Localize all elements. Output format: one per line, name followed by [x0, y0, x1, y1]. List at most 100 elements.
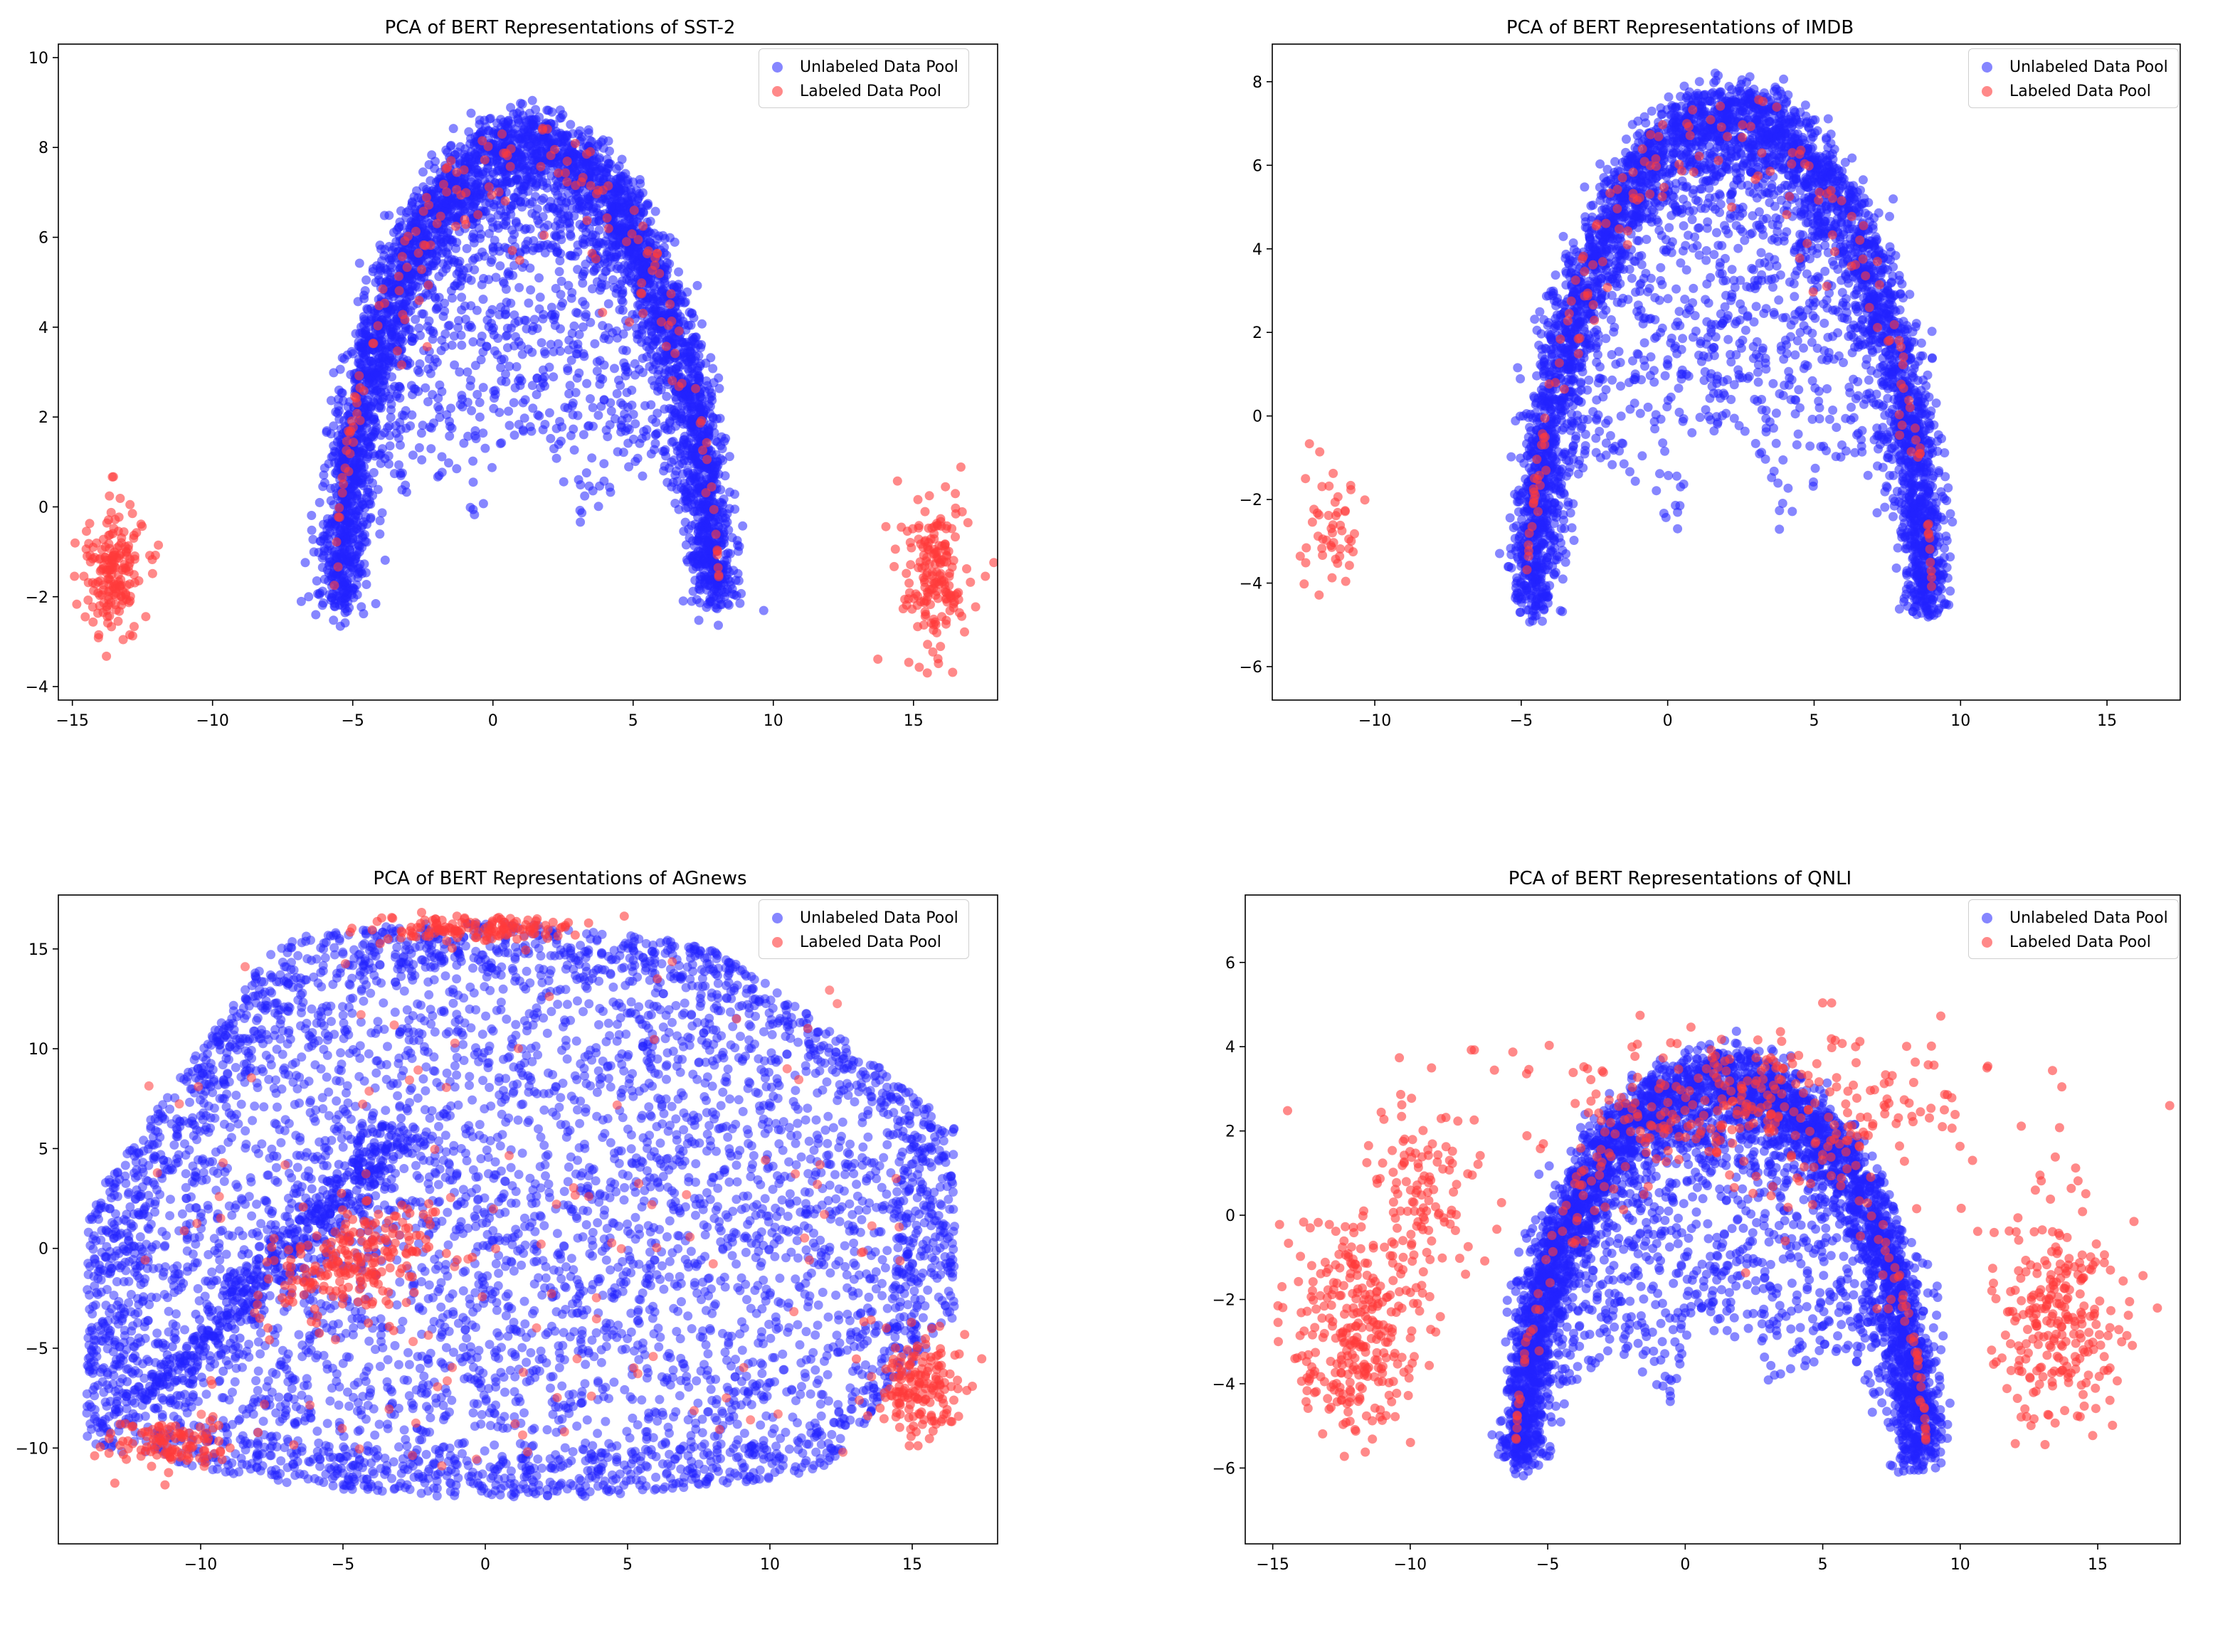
unlabeled-point	[555, 256, 564, 265]
unlabeled-point	[581, 300, 590, 309]
unlabeled-point	[655, 280, 665, 290]
unlabeled-point	[445, 321, 454, 330]
unlabeled-point	[554, 132, 564, 142]
labeled-point	[946, 591, 956, 600]
x-tick-label: 15	[904, 712, 924, 730]
labeled-point	[515, 255, 524, 265]
labeled-point	[955, 608, 964, 618]
unlabeled-point	[337, 549, 347, 558]
unlabeled-point	[560, 203, 569, 213]
unlabeled-point	[408, 333, 417, 342]
labeled-point	[334, 562, 343, 571]
labeled-point	[369, 339, 379, 348]
unlabeled-point	[716, 441, 725, 450]
labeled-point	[102, 652, 111, 661]
unlabeled-point	[651, 207, 660, 216]
labeled-point	[981, 572, 990, 581]
labeled-point	[374, 301, 384, 310]
unlabeled-point	[452, 213, 461, 222]
unlabeled-point	[396, 440, 405, 450]
unlabeled-point	[539, 310, 548, 319]
unlabeled-point	[475, 413, 485, 422]
unlabeled-point	[573, 265, 582, 274]
unlabeled-point	[604, 240, 613, 249]
unlabeled-point	[359, 517, 369, 526]
unlabeled-point	[356, 339, 366, 348]
labeled-point	[398, 252, 407, 261]
labeled-point	[110, 548, 119, 557]
labeled-point	[442, 187, 451, 196]
unlabeled-point	[689, 495, 698, 504]
unlabeled-point	[582, 468, 591, 477]
unlabeled-point	[714, 620, 723, 630]
unlabeled-point	[331, 448, 340, 457]
unlabeled-point	[579, 322, 588, 332]
unlabeled-point	[686, 428, 695, 437]
unlabeled-point	[690, 450, 699, 459]
unlabeled-point	[623, 423, 632, 433]
unlabeled-point	[553, 191, 562, 200]
unlabeled-point	[696, 343, 705, 352]
unlabeled-point	[578, 279, 587, 288]
labeled-point	[714, 572, 724, 581]
labeled-point	[598, 308, 607, 317]
unlabeled-point	[453, 323, 463, 332]
unlabeled-point	[725, 487, 734, 497]
labeled-point	[650, 261, 660, 270]
unlabeled-point	[556, 113, 566, 122]
unlabeled-point	[477, 248, 487, 257]
unlabeled-point	[623, 175, 633, 184]
unlabeled-point	[487, 463, 497, 472]
labeled-point	[120, 527, 129, 536]
unlabeled-point	[573, 374, 582, 383]
unlabeled-point	[391, 392, 401, 401]
unlabeled-point	[528, 381, 537, 390]
unlabeled-point	[645, 322, 654, 331]
unlabeled-point	[539, 378, 548, 388]
unlabeled-point	[557, 423, 566, 432]
labeled-point	[426, 240, 435, 250]
labeled-point	[657, 317, 666, 327]
unlabeled-point	[378, 508, 387, 517]
labeled-point	[419, 207, 428, 216]
labeled-point	[921, 612, 930, 621]
unlabeled-point	[671, 408, 680, 418]
labeled-point	[579, 173, 588, 182]
legend: Unlabeled Data Pool Labeled Data Pool	[759, 48, 969, 108]
unlabeled-point	[348, 528, 357, 537]
labeled-point	[586, 181, 596, 191]
unlabeled-point	[554, 440, 564, 449]
labeled-point	[882, 522, 891, 531]
unlabeled-point	[533, 149, 542, 158]
unlabeled-point	[469, 477, 478, 487]
unlabeled-point	[607, 202, 616, 211]
unlabeled-point	[492, 272, 501, 282]
unlabeled-point	[430, 164, 439, 173]
unlabeled-point	[363, 402, 372, 411]
unlabeled-point	[512, 362, 522, 371]
unlabeled-point	[404, 274, 413, 283]
unlabeled-point	[651, 430, 660, 440]
labeled-point	[561, 169, 570, 178]
unlabeled-point	[661, 366, 670, 375]
labeled-point	[394, 272, 403, 281]
labeled-point	[914, 521, 924, 530]
unlabeled-point	[705, 409, 714, 418]
unlabeled-point	[334, 406, 344, 415]
unlabeled-point	[394, 460, 403, 470]
unlabeled-point	[417, 455, 426, 465]
unlabeled-point	[529, 236, 538, 245]
labeled-point	[130, 551, 139, 561]
unlabeled-point	[490, 200, 499, 209]
unlabeled-point	[320, 463, 329, 472]
labeled-point	[460, 215, 470, 224]
labeled-point	[345, 428, 354, 438]
labeled-point	[104, 539, 113, 549]
unlabeled-point	[635, 365, 644, 374]
labeled-point	[401, 315, 410, 324]
unlabeled-point	[576, 126, 585, 135]
labeled-point	[121, 542, 130, 551]
labeled-point	[94, 633, 103, 642]
unlabeled-point	[549, 372, 558, 381]
unlabeled-point	[311, 610, 320, 620]
